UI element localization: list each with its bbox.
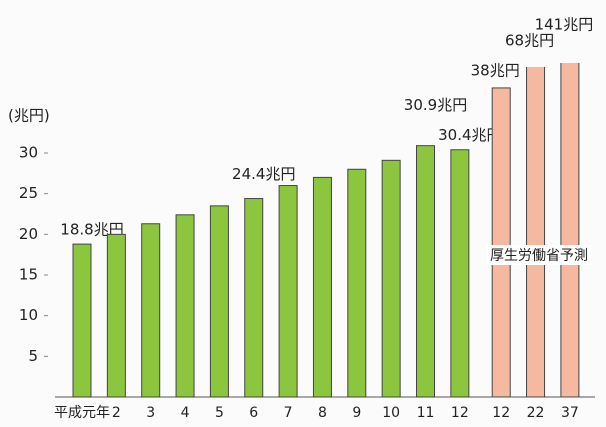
annotation: 厚生労働省予測: [490, 248, 588, 264]
bar-group: [491, 87, 511, 397]
bar: [526, 67, 546, 397]
x-tick-label: 12: [451, 405, 469, 421]
bar: [491, 87, 511, 397]
bar: [381, 159, 401, 398]
x-tick-label: 11: [417, 405, 435, 421]
x-tick-label: 2: [112, 405, 121, 421]
value-label: 141兆円: [535, 16, 594, 34]
value-label: 30.9兆円: [404, 96, 467, 114]
bar: [175, 214, 195, 398]
bar: [244, 198, 264, 398]
y-tick-label: 25: [19, 184, 38, 202]
bar: [209, 205, 229, 398]
x-tick-label: 37: [561, 405, 579, 421]
y-tick-label: 30: [19, 144, 38, 162]
bar: [450, 149, 470, 398]
y-axis-label: (兆円): [8, 107, 50, 125]
value-label: 30.4兆円: [438, 126, 501, 144]
value-label: 68兆円: [505, 32, 554, 50]
bar: [347, 168, 367, 398]
x-tick-label: 12: [492, 405, 510, 421]
x-tick-label: 6: [249, 405, 258, 421]
y-tick-label: 10: [19, 306, 38, 324]
x-tick-label: 7: [284, 405, 293, 421]
bar: [106, 233, 126, 398]
x-tick-label: 4: [181, 405, 190, 421]
x-tick-label: 10: [382, 405, 400, 421]
bar: [416, 145, 435, 398]
value-label: 24.4兆円: [232, 165, 295, 183]
bar: [72, 243, 92, 398]
y-tick-label: 20: [19, 225, 38, 243]
annotation-bg: [486, 245, 592, 265]
x-tick-label: 平成元年: [54, 405, 110, 421]
y-tick-label: 5: [28, 347, 38, 365]
x-tick-label: 8: [318, 405, 327, 421]
y-tick-label: 15: [19, 266, 38, 284]
bar-group: [560, 63, 580, 397]
x-tick-label: 9: [352, 405, 361, 421]
x-tick-label: 5: [215, 405, 224, 421]
x-tick-label: 22: [527, 405, 545, 421]
x-tick-label: 3: [146, 405, 155, 421]
value-label: 38兆円: [471, 62, 520, 80]
bar: [141, 223, 161, 398]
bar-group: [526, 67, 546, 397]
bar: [312, 176, 332, 398]
bar: [560, 63, 580, 397]
bar: [278, 185, 298, 398]
